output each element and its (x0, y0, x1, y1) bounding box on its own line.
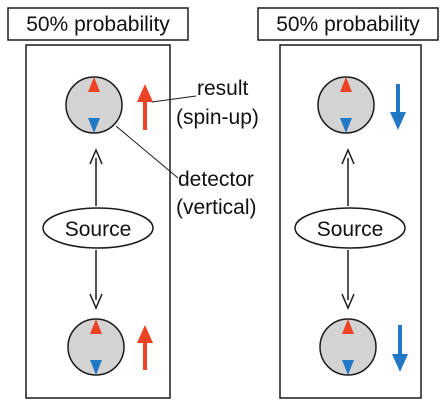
source-left-label: Source (65, 218, 132, 241)
detector-left-top-blue-tip-icon (88, 118, 100, 133)
particle-path-left-up-arrow-icon (89, 148, 103, 206)
panel-right: 50% probability Source (257, 7, 439, 399)
panel-left: 50% probability Source (7, 7, 189, 399)
detector-right-bottom (319, 318, 377, 376)
detector-label-line2: (vertical) (176, 196, 257, 219)
detector-right-top-blue-tip-icon (340, 118, 352, 133)
source-left-ellipse (42, 207, 154, 249)
particle-path-right-up-arrow-icon (341, 148, 355, 206)
source-right: Source (294, 207, 406, 249)
particle-path-left-down-arrow-icon (89, 250, 103, 310)
source-right-label: Source (317, 218, 384, 241)
result-left-top-spin-up-arrow-icon (137, 84, 153, 130)
source-right-ellipse (294, 207, 406, 249)
source-left: Source (42, 207, 154, 249)
result-left-bottom-spin-up-arrow-icon (137, 325, 153, 370)
detector-right-top-red-tip-icon (340, 77, 352, 92)
panel-left-frame (25, 44, 171, 399)
detector-left-top-red-tip-icon (88, 77, 100, 92)
detector-right-top (317, 76, 375, 134)
detector-left-top (65, 76, 123, 134)
result-label-line2: (spin-up) (176, 106, 259, 129)
panel-left-header-box (7, 7, 189, 41)
panel-right-header: 50% probability (276, 13, 420, 36)
detector-left-bottom-blue-tip-icon (90, 360, 102, 375)
result-right-bottom-spin-down-arrow-icon (392, 325, 408, 372)
panel-right-frame (279, 44, 422, 399)
detector-right-bottom-blue-tip-icon (342, 360, 354, 375)
particle-path-right-down-arrow-icon (341, 250, 355, 310)
detector-left-bottom-red-tip-icon (90, 319, 102, 334)
panel-right-header-box (257, 7, 439, 41)
result-right-top-spin-down-arrow-icon (390, 84, 406, 130)
result-callout-line (151, 95, 197, 103)
result-label-line1: result (197, 77, 249, 100)
annotations: result (spin-up) detector (vertical) (115, 77, 259, 219)
detector-left-bottom (67, 318, 125, 376)
detector-callout-line (115, 125, 179, 179)
detector-label-line1: detector (178, 168, 254, 191)
panel-left-header: 50% probability (26, 13, 170, 36)
detector-right-bottom-red-tip-icon (342, 319, 354, 334)
